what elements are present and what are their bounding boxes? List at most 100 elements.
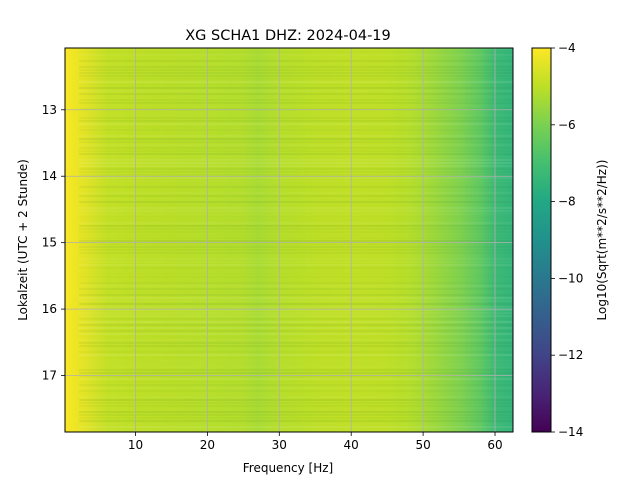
colorbar-gradient — [531, 47, 552, 433]
stripe — [79, 363, 513, 365]
stripe — [79, 183, 513, 185]
stripe — [79, 270, 513, 272]
stripe — [79, 117, 513, 119]
x-tick-label: 60 — [487, 438, 502, 452]
stripe — [79, 282, 513, 284]
stripe — [79, 165, 513, 167]
y-tick-label: 17 — [42, 369, 57, 383]
stripe — [79, 186, 513, 188]
stripe — [79, 294, 513, 296]
stripe — [79, 63, 513, 65]
stripe — [79, 81, 513, 83]
time-variation-stripes — [79, 48, 513, 431]
stripe — [79, 267, 513, 269]
stripe — [79, 168, 513, 170]
stripe — [79, 105, 513, 107]
stripe — [79, 174, 513, 176]
stripe — [79, 264, 513, 266]
stripe — [79, 216, 513, 218]
heatmap-area — [65, 48, 513, 432]
stripe — [79, 57, 513, 59]
stripe — [79, 129, 513, 131]
stripe — [79, 135, 513, 137]
stripe — [79, 324, 513, 326]
stripe — [79, 303, 513, 305]
x-axis: 10 20 30 40 50 60 — [128, 432, 503, 452]
x-tick-label: 50 — [415, 438, 430, 452]
stripe — [79, 411, 513, 413]
stripe — [79, 144, 513, 146]
stripe — [79, 291, 513, 293]
colorbar: −4 −6 −8 −10 −12 −14 Log10(Sqrt(m**2/s**2/Hz)… — [531, 41, 609, 439]
stripe — [79, 384, 513, 386]
stripe — [79, 255, 513, 257]
stripe — [79, 177, 513, 179]
stripe — [79, 225, 513, 227]
stripe — [79, 345, 513, 347]
stripe — [79, 321, 513, 323]
stripe — [79, 405, 513, 407]
colorbar-label: Log10(Sqrt(m**2/s**2/Hz)) — [595, 160, 609, 321]
stripe — [79, 90, 513, 92]
stripe — [79, 231, 513, 233]
stripe — [79, 240, 513, 242]
stripe — [79, 150, 513, 152]
stripe — [79, 126, 513, 128]
stripe — [79, 261, 513, 263]
stripe — [79, 387, 513, 389]
stripe — [79, 222, 513, 224]
stripe — [79, 357, 513, 359]
stripe — [79, 213, 513, 215]
stripe — [79, 162, 513, 164]
stripe — [79, 426, 513, 428]
y-tick-label: 15 — [42, 236, 57, 250]
y-tick-label: 16 — [42, 302, 57, 316]
stripe — [79, 318, 513, 320]
stripe — [79, 276, 513, 278]
stripe — [79, 72, 513, 74]
heatmap-image — [65, 48, 513, 432]
stripe — [79, 396, 513, 398]
stripe — [79, 246, 513, 248]
chart-title: XG SCHA1 DHZ: 2024-04-19 — [185, 28, 391, 44]
stripe — [79, 210, 513, 212]
stripe — [79, 417, 513, 419]
stripe — [79, 75, 513, 77]
x-tick-label: 10 — [128, 438, 143, 452]
stripe — [79, 252, 513, 254]
stripe — [79, 192, 513, 194]
stripe — [79, 297, 513, 299]
stripe — [79, 258, 513, 260]
stripe — [79, 381, 513, 383]
stripe — [79, 69, 513, 71]
stripe — [79, 399, 513, 401]
stripe — [79, 132, 513, 134]
stripe — [79, 429, 513, 431]
stripe — [79, 66, 513, 68]
stripe — [79, 393, 513, 395]
colorbar-tick-label: −10 — [558, 271, 583, 285]
stripe — [79, 228, 513, 230]
stripe — [79, 300, 513, 302]
stripe — [79, 141, 513, 143]
stripe — [79, 309, 513, 311]
stripe — [79, 423, 513, 425]
colorbar-tick-label: −8 — [558, 195, 576, 209]
stripe — [79, 366, 513, 368]
x-tick-label: 40 — [344, 438, 359, 452]
stripe — [79, 279, 513, 281]
stripe — [79, 336, 513, 338]
stripe — [79, 87, 513, 89]
stripe — [79, 84, 513, 86]
stripe — [79, 198, 513, 200]
stripe — [79, 369, 513, 371]
stripe — [79, 285, 513, 287]
stripe — [79, 237, 513, 239]
stripe — [79, 327, 513, 329]
stripe — [79, 306, 513, 308]
stripe — [79, 414, 513, 416]
colorbar-tick-label: −4 — [558, 41, 576, 55]
stripe — [79, 201, 513, 203]
stripe — [79, 138, 513, 140]
